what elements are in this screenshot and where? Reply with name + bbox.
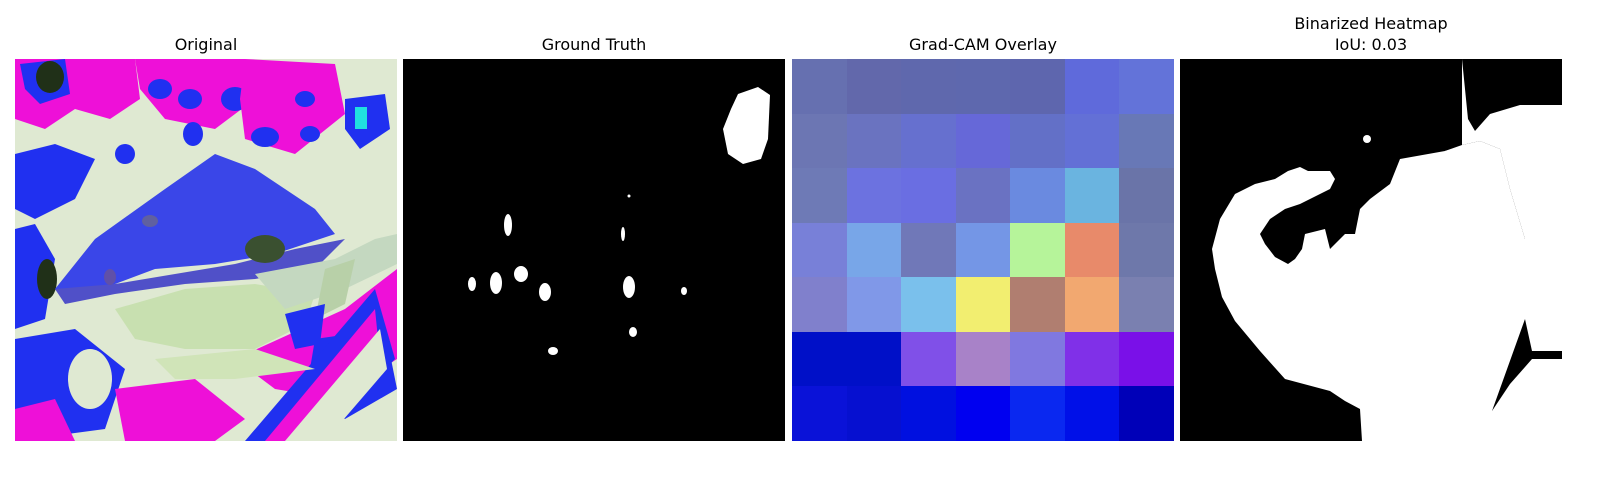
heatmap-cell [1119, 386, 1174, 441]
heatmap-cell [847, 386, 901, 441]
heatmap-cell [956, 59, 1010, 114]
heatmap-cell [956, 168, 1010, 223]
heatmap-cell [1119, 168, 1174, 223]
heatmap-cell [847, 114, 901, 168]
heatmap-cell [901, 168, 956, 223]
heatmap-cell [1119, 114, 1174, 168]
panel-title: Ground Truth [541, 35, 647, 54]
heatmap-cell [1010, 168, 1065, 223]
heatmap-cell [956, 223, 1010, 277]
gradcam-heatmap [792, 59, 1174, 441]
heatmap-cell [1010, 332, 1065, 386]
heatmap-cell [792, 277, 847, 332]
heatmap-cell [1119, 223, 1174, 277]
ground-truth-mask [403, 59, 785, 441]
heatmap-cell [1065, 114, 1119, 168]
heatmap-cell [1119, 59, 1174, 114]
heatmap-cell [847, 59, 901, 114]
heatmap-cell [1119, 332, 1174, 386]
heatmap-cell [901, 277, 956, 332]
panel-original: Original [15, 0, 397, 500]
heatmap-cell [901, 223, 956, 277]
heatmap-cell [1010, 277, 1065, 332]
heatmap-cell [1065, 168, 1119, 223]
heatmap-cell [1010, 59, 1065, 114]
heatmap-cell [792, 386, 847, 441]
panel-title: Grad-CAM Overlay [909, 35, 1057, 54]
heatmap-cell [956, 277, 1010, 332]
heatmap-cell [1010, 386, 1065, 441]
heatmap-cell [792, 168, 847, 223]
heatmap-cell [956, 332, 1010, 386]
heatmap-cell [901, 386, 956, 441]
panel-title: Original [174, 35, 238, 54]
binarized-mask [1180, 59, 1562, 441]
heatmap-cell [792, 59, 847, 114]
panel-gradcam-overlay: Grad-CAM Overlay [792, 0, 1174, 500]
heatmap-cell [1065, 332, 1119, 386]
heatmap-cell [901, 114, 956, 168]
original-image [15, 59, 397, 441]
panel-title: Binarized Heatmap IoU: 0.03 [1180, 13, 1562, 55]
heatmap-cell [1119, 277, 1174, 332]
heatmap-cell [901, 332, 956, 386]
heatmap-cell [1065, 59, 1119, 114]
heatmap-cell [956, 386, 1010, 441]
heatmap-cell [1065, 386, 1119, 441]
panel-ground-truth: Ground Truth [403, 0, 785, 500]
panel-title-text: Binarized Heatmap [1294, 14, 1448, 33]
heatmap-cell [792, 223, 847, 277]
heatmap-cell [847, 277, 901, 332]
iou-score: IoU: 0.03 [1334, 35, 1408, 54]
heatmap-cell [901, 59, 956, 114]
heatmap-cell [847, 168, 901, 223]
heatmap-cell [1065, 223, 1119, 277]
panel-binarized-heatmap: Binarized Heatmap IoU: 0.03 [1180, 0, 1562, 500]
heatmap-cell [1010, 114, 1065, 168]
heatmap-cell [1010, 223, 1065, 277]
heatmap-cell [847, 223, 901, 277]
heatmap-cell [847, 332, 901, 386]
heatmap-cell [792, 114, 847, 168]
heatmap-cell [1065, 277, 1119, 332]
heatmap-cell [792, 332, 847, 386]
heatmap-cell [956, 114, 1010, 168]
